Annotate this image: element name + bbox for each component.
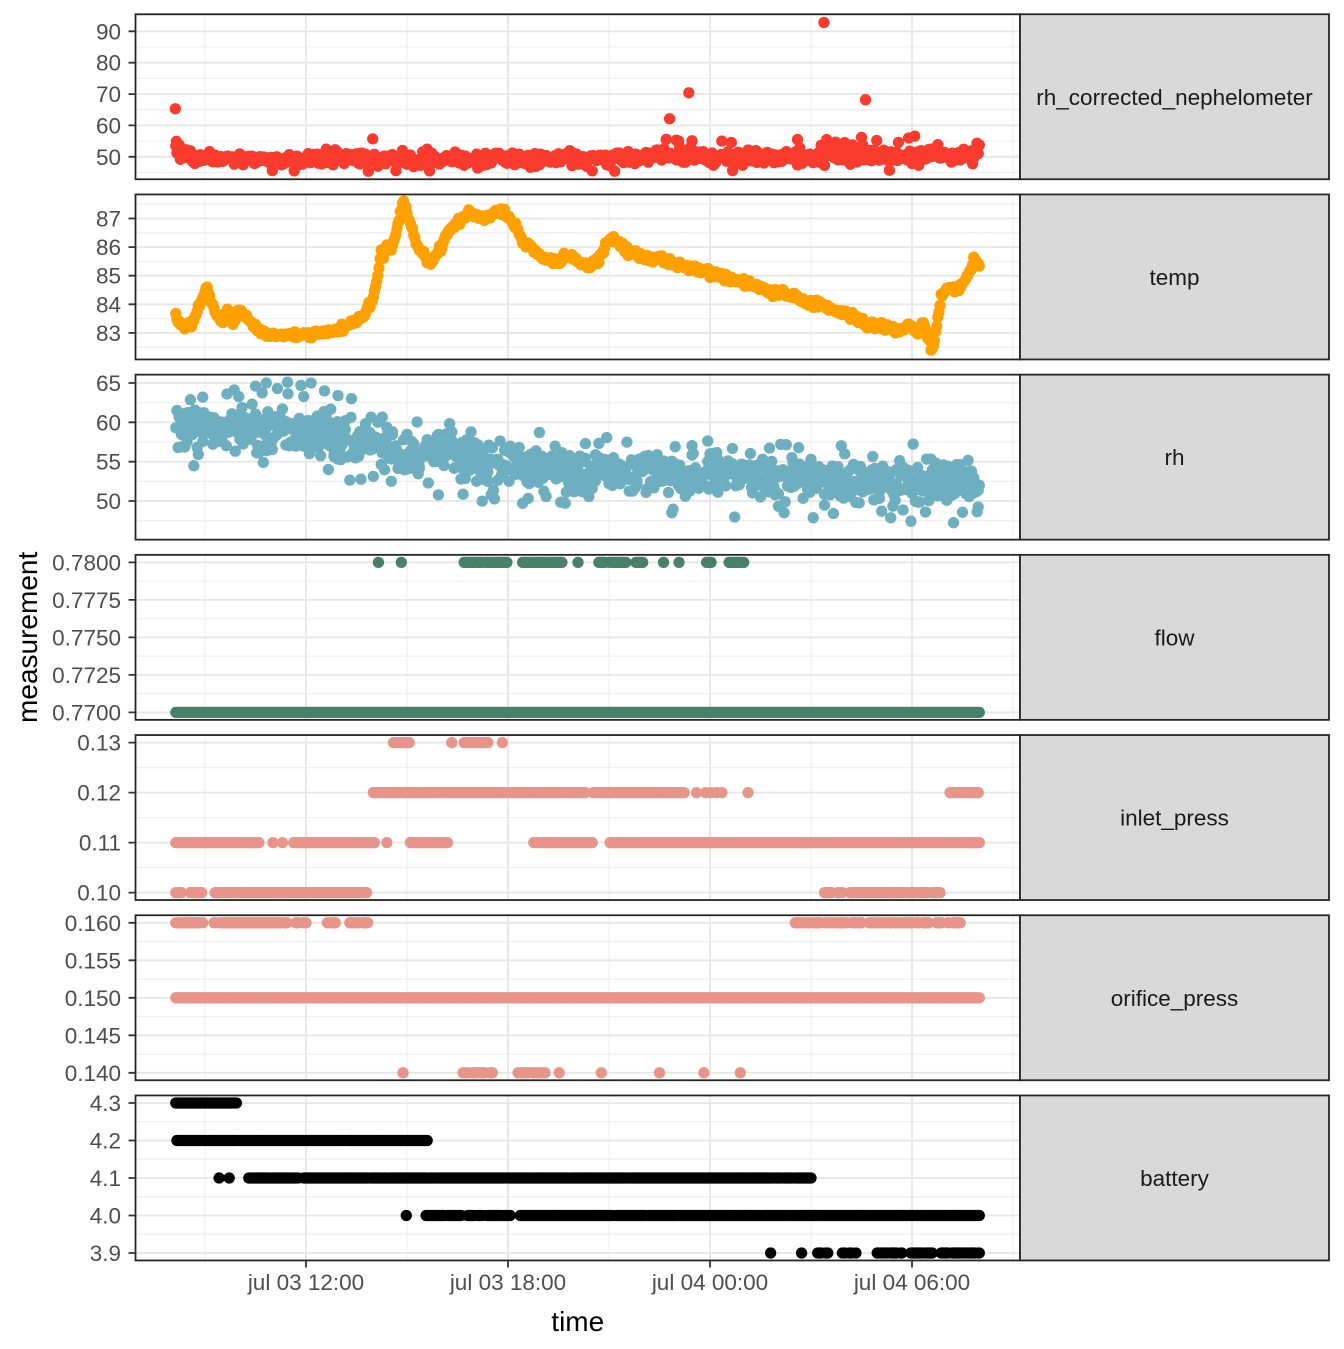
svg-text:0.7700: 0.7700 (52, 700, 121, 725)
svg-text:65: 65 (96, 371, 121, 396)
svg-text:83: 83 (96, 321, 121, 346)
svg-text:50: 50 (96, 489, 121, 514)
svg-text:0.12: 0.12 (77, 781, 121, 806)
svg-text:4.2: 4.2 (90, 1129, 121, 1154)
svg-text:orifice_press: orifice_press (1111, 986, 1239, 1011)
svg-text:flow: flow (1154, 625, 1195, 650)
svg-text:temp: temp (1149, 265, 1199, 290)
svg-text:55: 55 (96, 450, 121, 475)
svg-text:50: 50 (96, 145, 121, 170)
svg-text:0.10: 0.10 (77, 881, 121, 906)
svg-text:4.3: 4.3 (90, 1091, 121, 1116)
svg-text:measurement: measurement (12, 552, 43, 723)
svg-text:0.7775: 0.7775 (52, 588, 121, 613)
svg-text:0.7725: 0.7725 (52, 663, 121, 688)
svg-text:84: 84 (96, 292, 121, 317)
svg-text:time: time (551, 1306, 604, 1337)
svg-text:0.7750: 0.7750 (52, 625, 121, 650)
svg-text:0.155: 0.155 (65, 948, 121, 973)
svg-text:jul 03 18:00: jul 03 18:00 (449, 1270, 566, 1295)
svg-text:jul 04 00:00: jul 04 00:00 (651, 1270, 768, 1295)
svg-text:rh_corrected_nephelometer: rh_corrected_nephelometer (1036, 85, 1313, 110)
svg-text:0.150: 0.150 (65, 986, 121, 1011)
svg-text:86: 86 (96, 235, 121, 260)
svg-text:0.145: 0.145 (65, 1023, 121, 1048)
svg-text:inlet_press: inlet_press (1120, 806, 1229, 831)
svg-text:0.140: 0.140 (65, 1061, 121, 1086)
svg-text:jul 04 06:00: jul 04 06:00 (853, 1270, 970, 1295)
svg-text:4.1: 4.1 (90, 1166, 121, 1191)
svg-text:0.7800: 0.7800 (52, 550, 121, 575)
svg-text:90: 90 (96, 19, 121, 44)
svg-text:85: 85 (96, 264, 121, 289)
svg-text:60: 60 (96, 113, 121, 138)
svg-text:60: 60 (96, 410, 121, 435)
svg-text:4.0: 4.0 (90, 1204, 121, 1229)
svg-text:3.9: 3.9 (90, 1241, 121, 1266)
svg-text:battery: battery (1140, 1166, 1210, 1191)
svg-text:jul 03 12:00: jul 03 12:00 (247, 1270, 364, 1295)
svg-text:0.13: 0.13 (77, 731, 121, 756)
svg-text:0.160: 0.160 (65, 911, 121, 936)
svg-text:rh: rh (1164, 445, 1184, 470)
svg-text:87: 87 (96, 207, 121, 232)
svg-text:0.11: 0.11 (79, 831, 121, 856)
svg-text:80: 80 (96, 51, 121, 76)
svg-text:70: 70 (96, 82, 121, 107)
